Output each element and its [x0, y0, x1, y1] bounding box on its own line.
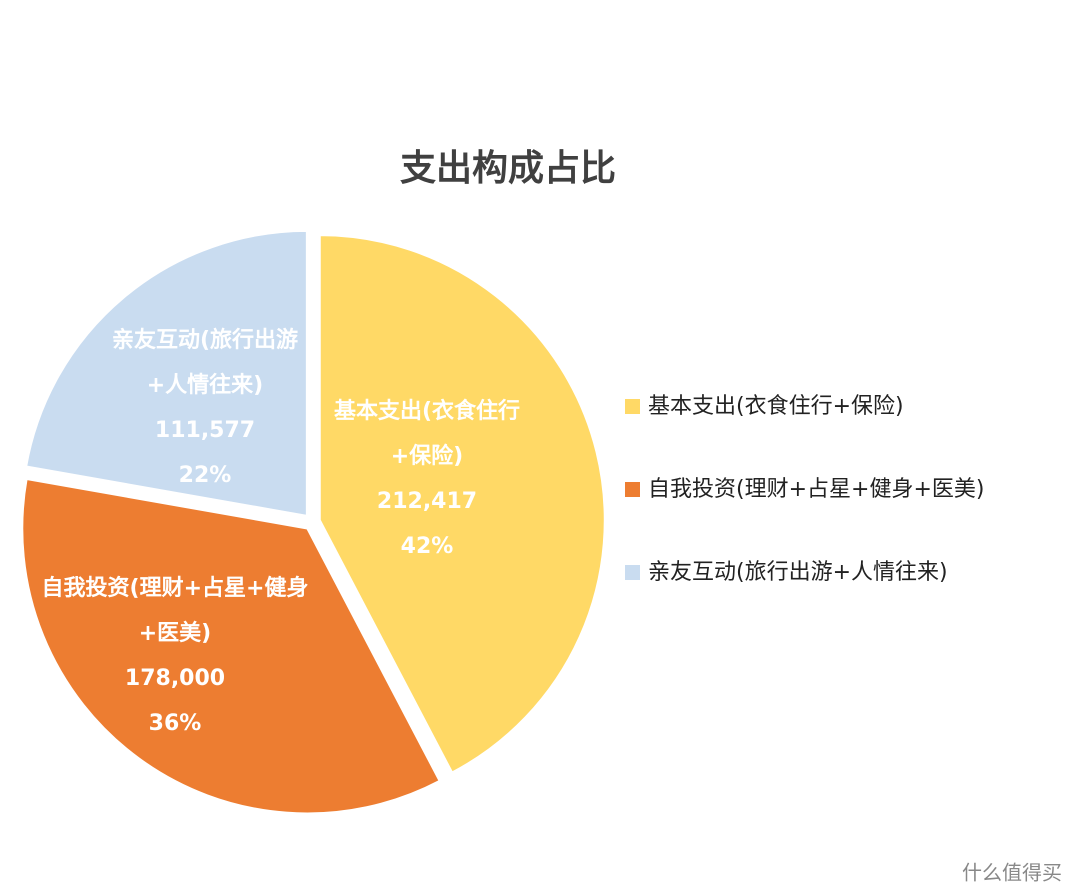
slice-value: 212,417 [376, 489, 478, 514]
slice-category: 自我投资(理财+占星+健身+医美) [41, 576, 309, 646]
legend-swatch [625, 399, 640, 414]
slice-category: 亲友互动(旅行出游+人情往来) [111, 328, 299, 398]
legend-label: 亲友互动(旅行出游+人情往来) [648, 560, 948, 585]
legend-label: 基本支出(衣食住行+保险) [648, 394, 904, 419]
legend-label: 自我投资(理财+占星+健身+医美) [648, 477, 984, 502]
watermark: 什么值得买 [962, 861, 1062, 885]
pie-slice [21, 477, 441, 815]
slice-percent: 22% [178, 463, 232, 488]
pie-slice [25, 229, 308, 518]
slice-label-box: 基本支出(衣食住行+保险) 212,417 42% [322, 389, 532, 569]
slice-value: 178,000 [124, 666, 226, 691]
pie-slice [318, 234, 606, 774]
slice-percent: 36% [148, 711, 202, 736]
slice-label: 基本支出(衣食住行+保险) 212,417 42% [322, 389, 532, 569]
slice-category: 基本支出(衣食住行+保险) [333, 399, 521, 469]
legend-swatch [625, 482, 640, 497]
slice-label: 亲友互动(旅行出游+人情往来) 111,577 22% [100, 318, 310, 498]
slice-label-box: 自我投资(理财+占星+健身+医美) 178,000 36% [35, 566, 315, 746]
slice-label: 自我投资(理财+占星+健身+医美) 178,000 36% [35, 566, 315, 746]
slice-percent: 42% [400, 534, 454, 559]
legend-swatch [625, 565, 640, 580]
slice-label-box: 亲友互动(旅行出游+人情往来) 111,577 22% [100, 318, 310, 498]
slice-value: 111,577 [154, 418, 256, 443]
chart-title: 支出构成占比 [400, 148, 616, 189]
